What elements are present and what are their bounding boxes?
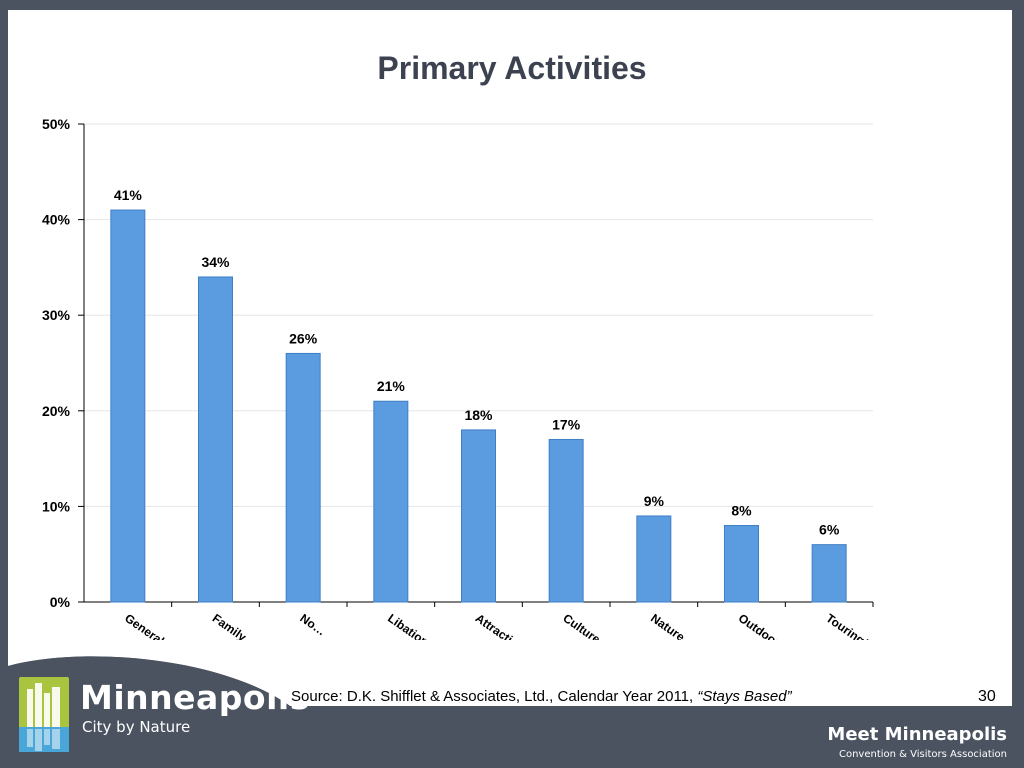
data-label: 34%: [201, 254, 230, 270]
y-tick-label: 10%: [42, 498, 71, 514]
bar-nature: [636, 515, 672, 603]
bar-touring: [811, 544, 847, 603]
y-tick-label: 20%: [42, 403, 71, 419]
bar-family: [198, 276, 233, 603]
data-label: 9%: [644, 493, 665, 509]
slide-title: Primary Activities: [377, 50, 647, 86]
bar-chart: 0%10%20%30%40%50%41%General34%Family…26%…: [42, 116, 880, 658]
bar-libation: [373, 400, 409, 603]
source-text: Source: D.K. Shifflet & Associates, Ltd.…: [291, 688, 698, 705]
bar-culture: [548, 438, 584, 603]
city-skyline-icon: [19, 677, 69, 752]
org-name: Meet Minneapolis: [827, 724, 1007, 745]
y-tick-label: 0%: [50, 594, 71, 610]
bar-attractio: [461, 429, 496, 603]
data-label: 21%: [377, 378, 406, 394]
y-tick-label: 50%: [42, 116, 71, 132]
data-label: 8%: [731, 503, 752, 519]
source-note: Source: D.K. Shifflet & Associates, Ltd.…: [291, 688, 792, 705]
org-subtitle: Convention & Visitors Association: [838, 749, 1007, 760]
data-label: 26%: [289, 330, 318, 346]
footer-shape: [8, 640, 1012, 706]
brand-tagline: City by Nature: [82, 718, 191, 736]
bar-outdoor: [724, 525, 759, 603]
y-tick-label: 40%: [42, 212, 71, 228]
bar-no: [285, 352, 321, 603]
data-label: 6%: [819, 522, 840, 538]
data-label: 17%: [552, 416, 581, 432]
page-number: 30: [978, 688, 996, 705]
data-label: 18%: [464, 407, 493, 423]
brand-name: Minneapolis: [80, 678, 310, 717]
bar-general: [110, 209, 146, 603]
data-label: 41%: [114, 187, 143, 203]
y-tick-label: 30%: [42, 307, 71, 323]
x-category-label: No…: [297, 611, 328, 639]
source-emphasis: “Stays Based”: [697, 688, 792, 705]
